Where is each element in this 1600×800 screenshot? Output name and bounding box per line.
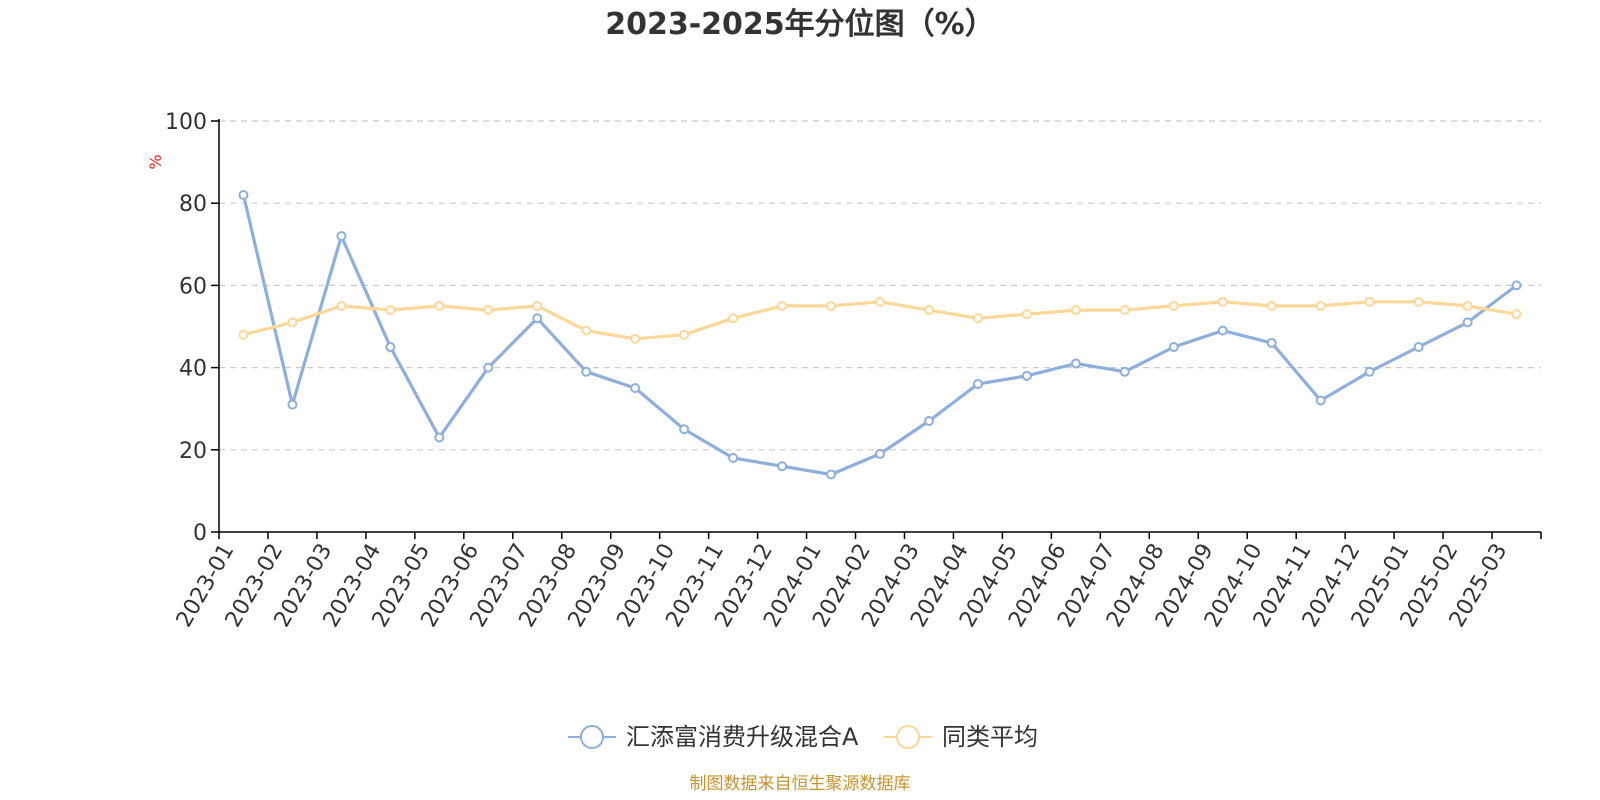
data-point[interactable] [1021,309,1032,320]
data-point[interactable] [1315,395,1326,406]
data-point[interactable] [1217,296,1228,307]
data-point[interactable] [238,189,249,200]
legend-marker [580,725,604,749]
data-point[interactable] [385,305,396,316]
series-line [243,300,1517,341]
data-point[interactable] [1413,342,1424,353]
data-point[interactable] [434,300,445,311]
legend-marker [896,725,920,749]
data-point[interactable] [483,362,494,373]
data-point[interactable] [1364,296,1375,307]
data-point[interactable] [483,305,494,316]
data-point[interactable] [1168,300,1179,311]
y-tick-label: 100 [165,110,207,135]
data-point[interactable] [826,300,837,311]
data-point[interactable] [728,313,739,324]
data-point[interactable] [1511,280,1522,291]
data-point[interactable] [1266,337,1277,348]
data-point[interactable] [1070,358,1081,369]
data-point[interactable] [532,313,543,324]
y-tick-label: 0 [193,521,207,546]
data-point[interactable] [287,399,298,410]
data-point[interactable] [923,416,934,427]
data-point[interactable] [826,469,837,480]
data-point[interactable] [1119,305,1130,316]
y-tick-label: 80 [179,192,207,217]
data-point[interactable] [923,305,934,316]
legend-item[interactable]: 同类平均 [884,723,1038,751]
legend[interactable]: 汇添富消费升级混合A 同类平均 [568,723,1038,751]
data-point[interactable] [1462,300,1473,311]
data-point[interactable] [679,424,690,435]
y-axis-ticks: 0 20 40 60 80 100 [165,110,219,546]
data-point[interactable] [630,333,641,344]
data-source-note: 制图数据来自恒生聚源数据库 [690,774,911,794]
data-point[interactable] [1413,296,1424,307]
data-point[interactable] [532,300,543,311]
data-point[interactable] [1070,305,1081,316]
y-tick-label: 60 [179,274,207,299]
data-point[interactable] [972,313,983,324]
series-1 [238,189,1522,480]
series-2 [238,296,1522,344]
grid-lines [219,120,1541,451]
legend-item[interactable]: 汇添富消费升级混合A [568,723,859,751]
y-tick-label: 20 [179,439,207,464]
data-point[interactable] [777,300,788,311]
data-point[interactable] [875,448,885,459]
data-point[interactable] [336,300,347,311]
data-point[interactable] [1462,317,1473,328]
data-point[interactable] [1021,370,1032,381]
y-tick-label: 40 [179,357,207,382]
data-point[interactable] [1364,366,1375,377]
data-point[interactable] [434,432,445,443]
legend-label: 同类平均 [942,723,1038,751]
data-point[interactable] [1119,366,1130,377]
series-layer [238,189,1522,480]
data-point[interactable] [1217,325,1228,336]
axes [218,119,1541,533]
data-point[interactable] [336,231,347,242]
data-point[interactable] [1511,309,1522,320]
data-point[interactable] [1315,300,1326,311]
data-point[interactable] [385,342,396,353]
series-line [241,194,1518,477]
y-axis-unit: % [146,154,165,169]
data-point[interactable] [728,453,739,464]
data-point[interactable] [777,461,788,472]
data-point[interactable] [972,379,983,390]
data-point[interactable] [679,329,690,340]
data-point[interactable] [630,383,641,394]
chart-title: 2023-2025年分位图（%） [605,7,995,42]
data-point[interactable] [581,325,592,336]
x-axis-ticks: 2023-012023-022023-032023-042023-052023-… [172,532,1542,632]
data-point[interactable] [581,366,592,377]
data-point[interactable] [875,296,885,307]
data-point[interactable] [1266,300,1277,311]
data-point[interactable] [238,329,249,340]
data-point[interactable] [287,317,298,328]
data-point[interactable] [1168,342,1179,353]
legend-label: 汇添富消费升级混合A [626,723,859,751]
